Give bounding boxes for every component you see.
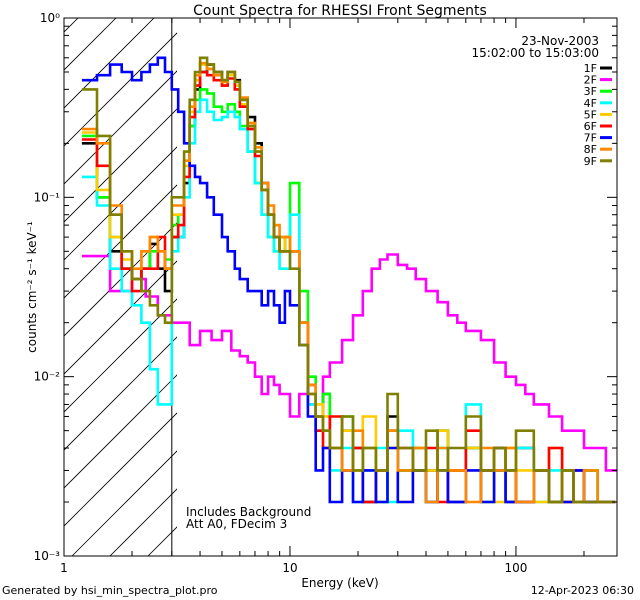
x-axis-label: Energy (keV) <box>301 576 378 590</box>
hatch-line <box>64 374 177 489</box>
legend-label-5F: 5F <box>584 108 597 121</box>
timestamp-label: 12-Apr-2023 06:30 <box>530 584 634 597</box>
x-tick-label: 1 <box>60 561 68 575</box>
hatch-line <box>64 260 177 375</box>
hatch-line <box>64 70 177 185</box>
x-tick-label: 100 <box>504 561 527 575</box>
date-label: 23-Nov-2003 <box>521 34 599 48</box>
annotation-attenuator: Att A0, FDecim 3 <box>186 517 287 531</box>
hatch-line <box>71 450 177 556</box>
legend-label-2F: 2F <box>584 74 597 87</box>
y-tick-label: 10⁰ <box>40 11 60 25</box>
x-tick-label: 10 <box>282 561 297 575</box>
series-line-9F <box>81 56 616 504</box>
legend-label-3F: 3F <box>584 85 597 98</box>
axis-ticks <box>63 17 617 557</box>
annotation-background: Includes Background <box>186 505 311 519</box>
time-range-label: 15:02:00 to 15:03:00 <box>472 46 599 60</box>
hatch-line <box>64 412 177 527</box>
plot-frame <box>63 17 618 557</box>
legend-label-9F: 9F <box>584 155 597 168</box>
legend-label-8F: 8F <box>584 143 597 156</box>
hatch-line <box>64 222 177 337</box>
legend-label-1F: 1F <box>584 62 597 75</box>
y-axis-label: counts cm⁻² s⁻¹ keV⁻¹ <box>25 221 39 353</box>
hatch-line <box>64 32 177 147</box>
legend-label-7F: 7F <box>584 132 597 145</box>
legend-label-6F: 6F <box>584 120 597 133</box>
chart-title: Count Spectra for RHESSI Front Segments <box>193 3 487 19</box>
axis-tick-labels: 1 10 100 10⁻³ 10⁻² 10⁻¹ 10⁰ <box>34 11 528 575</box>
generated-by-label: Generated by hsi_min_spectra_plot.pro <box>2 584 218 597</box>
hatch-line <box>64 184 177 299</box>
series-line-2F <box>81 253 617 472</box>
y-tick-label: 10⁻³ <box>34 549 61 563</box>
y-tick-label: 10⁻¹ <box>34 190 61 204</box>
y-tick-label: 10⁻² <box>34 370 61 384</box>
legend-label-4F: 4F <box>584 97 597 110</box>
series-layer <box>81 56 617 504</box>
